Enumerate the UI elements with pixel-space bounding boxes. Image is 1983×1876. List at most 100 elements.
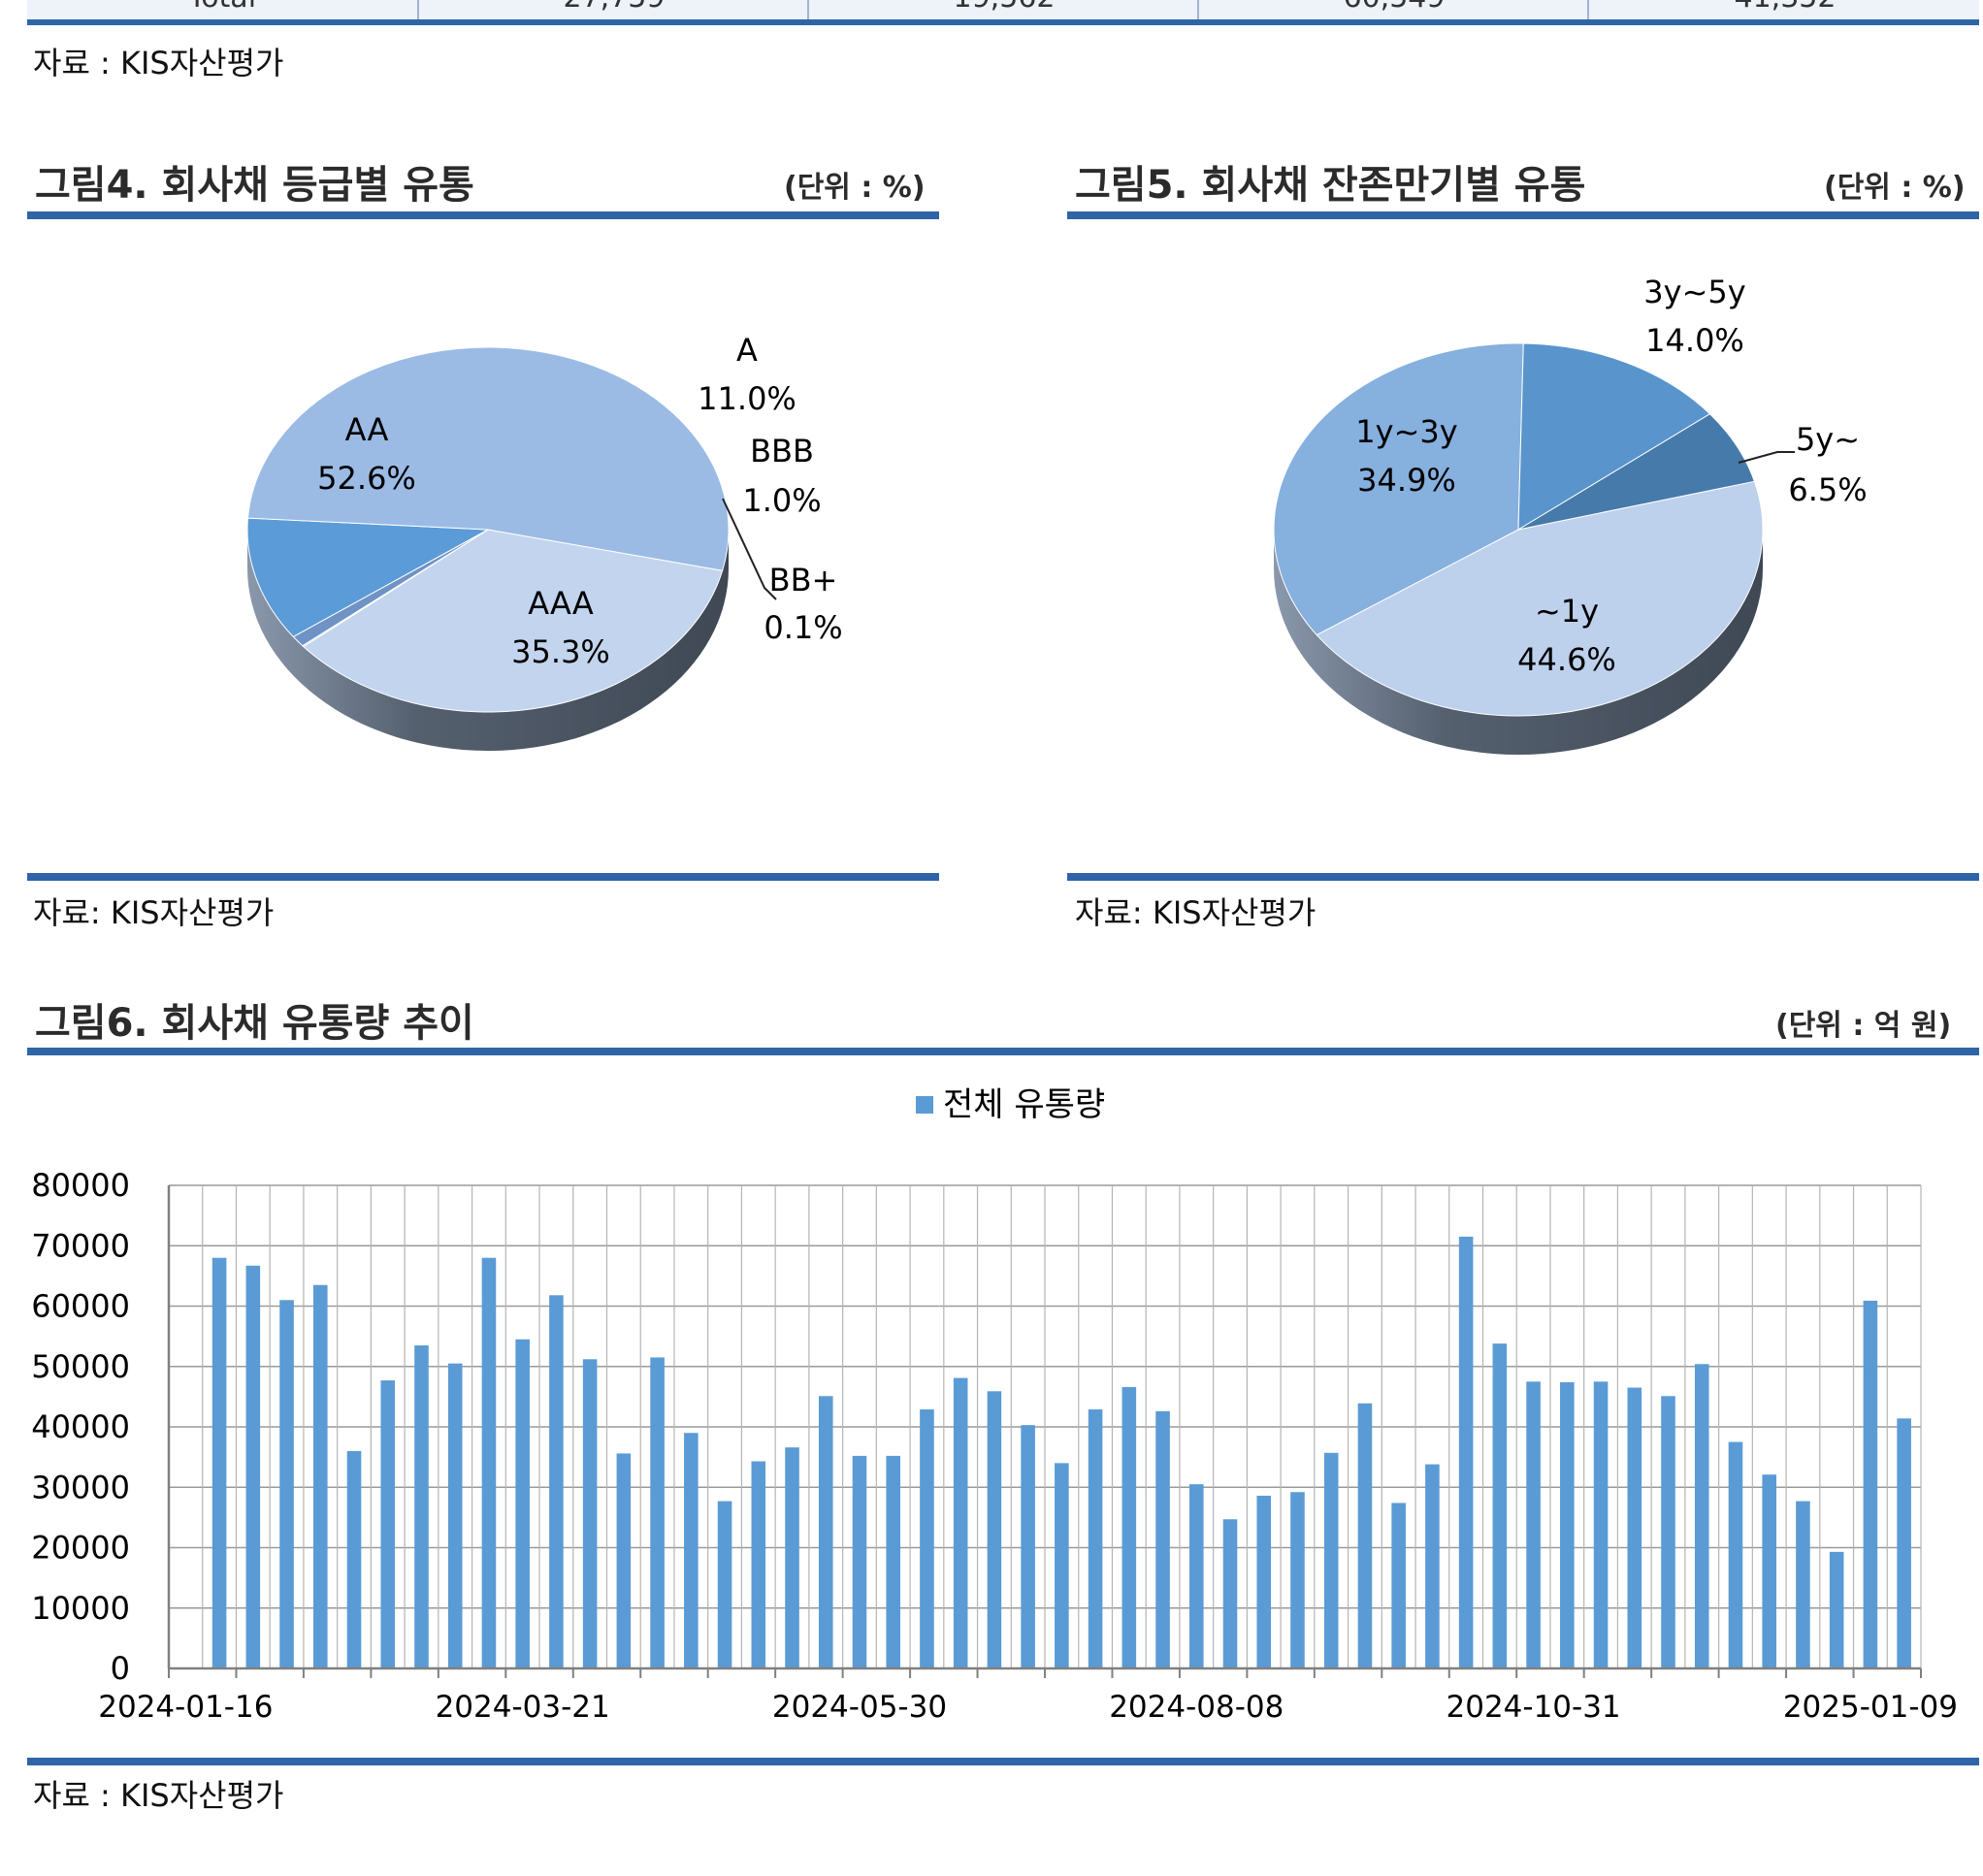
fig5-pie-side — [1274, 530, 1763, 755]
bar — [1661, 1396, 1675, 1668]
fig6-bar-chart: 전체 유통량 0 10000 20000 30000 40000 50000 60000 70… — [31, 1085, 1958, 1725]
bar — [380, 1380, 396, 1668]
x-axis-tick-labels: 2024-01-16 2024-03-21 2024-05-30 2024-08-08… — [98, 1690, 1958, 1725]
pie-slice-aaa — [302, 529, 724, 713]
pie-slice-1y — [1316, 480, 1764, 717]
bar — [920, 1408, 934, 1668]
bar — [1829, 1551, 1844, 1668]
bar — [684, 1433, 699, 1668]
pie-slice-1y-3y — [1273, 342, 1524, 636]
x-tick-label: 2024-08-08 — [1109, 1690, 1284, 1725]
table-cell-value: 27,759 — [564, 0, 666, 15]
pie-side-band — [1274, 530, 1763, 755]
chart-axes — [167, 1185, 1922, 1678]
bar — [987, 1391, 1002, 1668]
table-cell: 60,549 — [1197, 0, 1589, 19]
bar — [650, 1357, 665, 1668]
bar — [1492, 1343, 1508, 1668]
bar — [346, 1450, 362, 1668]
leader-line-bbb — [722, 498, 777, 600]
slice-label-bbb: BBB — [750, 433, 814, 469]
fig4-leader-lines — [722, 498, 777, 600]
y-tick-label: 40000 — [31, 1408, 130, 1445]
table-cell-value: 41,352 — [1735, 0, 1837, 15]
fig4-pie-side — [247, 530, 729, 751]
data-label-1y: 44.6% — [1517, 641, 1616, 678]
legend-label: 전체 유통량 — [943, 1085, 1105, 1124]
y-axis-tick-labels: 0 10000 20000 30000 40000 50000 60000 70000 8000… — [31, 1167, 130, 1687]
slice-label-1y-3y: 1y~3y — [1355, 413, 1457, 450]
bar — [1458, 1236, 1474, 1668]
data-label-5y: 6.5% — [1788, 471, 1867, 508]
fig4-pie-top — [246, 346, 730, 713]
bar — [1021, 1425, 1035, 1668]
x-tick-label: 2025-01-09 — [1783, 1690, 1958, 1725]
bar — [1627, 1387, 1642, 1668]
bar — [1122, 1386, 1137, 1668]
bar — [1694, 1364, 1709, 1668]
x-tick-label: 2024-03-21 — [436, 1690, 610, 1725]
slice-label-3y-5y: 3y~5y — [1643, 274, 1745, 310]
bar — [279, 1300, 294, 1668]
bar — [312, 1284, 328, 1668]
bar — [886, 1455, 901, 1668]
chart-gridlines — [168, 1184, 1922, 1669]
fig4-title: 그림4. 회사채 등급별 유통 — [35, 163, 474, 208]
fig5-bottom-rule — [1067, 873, 1979, 881]
fig5-pie-top — [1273, 342, 1764, 717]
bar — [582, 1359, 598, 1668]
table-cell: 27,759 — [417, 0, 809, 19]
fig5-leader-lines — [1738, 451, 1795, 464]
bar — [1391, 1503, 1406, 1668]
table-cell-label: Total — [188, 0, 256, 15]
pie-slice-aa — [246, 346, 730, 571]
bar — [1088, 1408, 1103, 1668]
bar — [953, 1377, 968, 1668]
bar — [1055, 1463, 1069, 1668]
slice-label-aa: AA — [345, 411, 389, 448]
y-tick-label: 70000 — [31, 1227, 130, 1264]
data-label-bb-plus: 0.1% — [764, 609, 842, 646]
bar — [1425, 1464, 1440, 1668]
bar — [785, 1447, 799, 1668]
bar — [1796, 1501, 1810, 1668]
bar — [481, 1257, 497, 1668]
pie-slice-5y — [1517, 413, 1756, 531]
data-label-1y-3y: 34.9% — [1357, 462, 1456, 499]
fig5-title: 그림5. 회사채 잔존만기별 유통 — [1075, 163, 1586, 208]
y-tick-label: 60000 — [31, 1288, 130, 1325]
fig4-unit: (단위 : %) — [784, 171, 926, 205]
bar — [1863, 1300, 1878, 1668]
summary-table-total-row: Total 27,759 19,562 60,549 41,352 — [27, 0, 1979, 25]
slice-label-bb-plus: BB+ — [769, 562, 838, 598]
slice-label-5y: 5y~ — [1796, 421, 1860, 458]
chart-bars — [211, 1236, 1911, 1668]
table-cell-value: 60,549 — [1344, 0, 1446, 15]
pie-slice-3y-5y — [1517, 342, 1711, 531]
table-cell: 41,352 — [1587, 0, 1981, 19]
x-tick-label: 2024-10-31 — [1447, 1690, 1621, 1725]
fig5-source: 자료: KIS자산평가 — [1075, 894, 1317, 931]
y-tick-label: 50000 — [31, 1348, 130, 1385]
fig6-title: 그림6. 회사채 유통량 추이 — [35, 1001, 474, 1046]
chart-legend: 전체 유통량 — [916, 1085, 1105, 1124]
data-label-aa: 52.6% — [317, 460, 416, 497]
leader-line-5y — [1738, 451, 1795, 464]
y-tick-label: 80000 — [31, 1167, 130, 1204]
table-cell: Total — [27, 0, 417, 19]
bar — [515, 1339, 530, 1668]
bar — [1762, 1474, 1777, 1668]
fig6-source: 자료 : KIS자산평가 — [33, 1777, 284, 1814]
bar — [852, 1455, 867, 1668]
bar — [245, 1265, 261, 1668]
fig4-top-rule — [27, 211, 939, 219]
fig5-pie-chart: 3y~5y 14.0% 1y~3y 34.9% 5y~ 6.5% ~1y 44.… — [1273, 274, 1868, 755]
fig6-unit: (단위 : 억 원) — [1775, 1009, 1952, 1043]
x-tick-label: 2024-01-16 — [98, 1690, 273, 1725]
slice-label-aaa: AAA — [528, 585, 594, 622]
y-tick-label: 10000 — [31, 1590, 130, 1627]
bar — [447, 1363, 463, 1668]
bar — [211, 1257, 227, 1668]
bar — [1323, 1452, 1339, 1668]
y-tick-label: 0 — [111, 1650, 130, 1687]
